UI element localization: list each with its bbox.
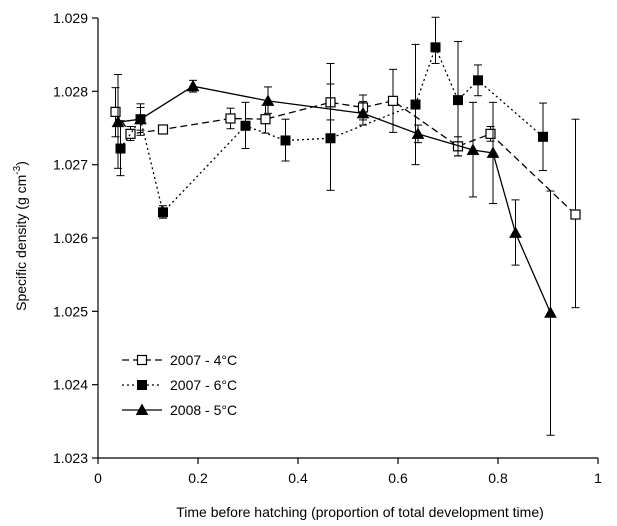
data-point (134, 112, 147, 125)
legend-label: 2007 - 4°C (170, 352, 237, 368)
y-tick-label: 1.025 (53, 303, 88, 319)
axes: 1.023 1.024 1.025 1.026 1.027 1.028 1.029 0 0.2 0… (53, 10, 602, 486)
y-axis-title-superscript: -3 (12, 165, 23, 174)
data-point (485, 128, 496, 139)
data-point (125, 128, 136, 139)
x-tick-label: 1 (594, 470, 602, 486)
data-point (158, 207, 168, 218)
y-tick-label: 1.028 (53, 83, 88, 99)
data-point (570, 209, 581, 220)
data-point (410, 99, 421, 110)
series-line (114, 100, 576, 216)
legend-label: 2007 - 6°C (170, 377, 237, 393)
x-axis-title: Time before hatching (proportion of tota… (176, 504, 544, 520)
data-point (110, 106, 121, 117)
data-point (115, 143, 126, 154)
data-point (466, 143, 480, 155)
y-axis-title-text: Specific density (g cm (13, 175, 29, 311)
series-line (117, 85, 552, 314)
y-tick-label: 1.029 (53, 10, 88, 26)
data-point (225, 113, 236, 124)
legend-marker (135, 403, 149, 415)
series-2 (115, 16, 548, 219)
data-point (261, 94, 275, 106)
data-point (260, 114, 271, 125)
data-point (280, 135, 291, 146)
data-point (411, 127, 425, 139)
data-point (111, 115, 125, 128)
data-point (486, 146, 500, 158)
legend: 2007 - 4°C 2007 - 6°C 2008 - 5°C (122, 352, 237, 418)
y-tick-label: 1.027 (53, 157, 88, 173)
data-point (544, 306, 557, 318)
y-axis-title: Specific density (g cm-3) (12, 161, 29, 311)
data-point (356, 106, 370, 119)
y-axis-title-close: ) (13, 161, 29, 166)
data-point (325, 133, 336, 144)
data-point (473, 75, 483, 86)
data-point (157, 124, 169, 135)
y-tick-label: 1.024 (53, 377, 88, 393)
data-point (240, 120, 251, 131)
data-point (387, 95, 399, 106)
series-1 (110, 68, 581, 309)
series-3 (111, 73, 557, 436)
x-tick-label: 0.2 (188, 470, 208, 486)
data-point (538, 131, 548, 142)
plot-area (110, 16, 581, 436)
data-point (430, 42, 441, 53)
x-tick-label: 0.6 (388, 470, 408, 486)
x-tick-label: 0.4 (288, 470, 308, 486)
data-point (509, 226, 522, 238)
series-line (119, 45, 544, 214)
data-point (453, 95, 463, 106)
legend-label: 2008 - 5°C (170, 402, 237, 418)
y-tick-label: 1.023 (53, 450, 88, 466)
data-point (186, 79, 200, 92)
x-tick-label: 0.8 (488, 470, 508, 486)
x-tick-label: 0 (94, 470, 102, 486)
y-tick-label: 1.026 (53, 230, 88, 246)
legend-marker (136, 354, 148, 366)
legend-marker (137, 380, 147, 390)
